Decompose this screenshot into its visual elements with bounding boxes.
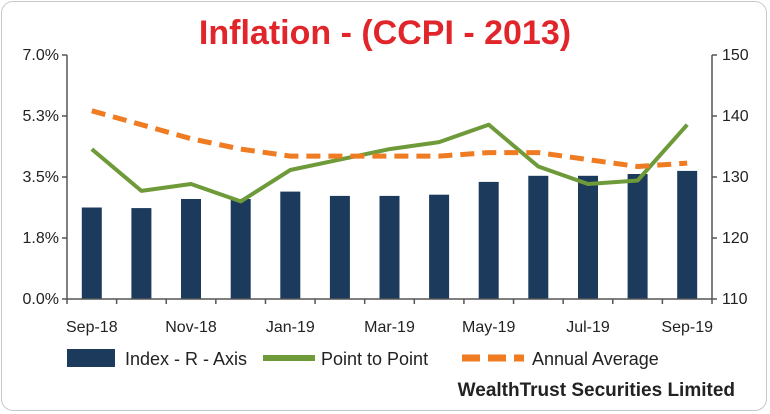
index-bar bbox=[478, 181, 499, 299]
index-bar bbox=[181, 199, 201, 299]
right-tick-label: 120 bbox=[722, 230, 749, 247]
index-bar bbox=[627, 174, 648, 299]
x-tick-label: Nov-18 bbox=[165, 319, 217, 336]
index-bar bbox=[677, 170, 698, 299]
left-tick-label: 0.0% bbox=[23, 291, 59, 308]
credit-text: WealthTrust Securities Limited bbox=[458, 380, 735, 401]
x-tick-label: Jan-19 bbox=[266, 319, 315, 336]
annual-average-line bbox=[91, 108, 688, 169]
index-bar bbox=[528, 175, 549, 299]
legend: Index - R - Axis Point to Point Annual Ave… bbox=[67, 349, 659, 369]
legend-label: Annual Average bbox=[532, 349, 659, 369]
right-tick-label: 110 bbox=[722, 291, 748, 308]
right-tick-label: 140 bbox=[722, 108, 749, 125]
index-bar bbox=[230, 199, 251, 299]
x-tick-label: Jul-19 bbox=[566, 319, 610, 336]
left-tick-label: 1.8% bbox=[23, 230, 59, 247]
left-tick-label: 3.5% bbox=[23, 169, 59, 186]
plot-area: 0.0% 1.8% 3.5% 5.3% 7.0% 110 120 130 140 150 Sep-1… bbox=[23, 47, 749, 336]
left-tick-label: 7.0% bbox=[23, 47, 59, 64]
index-bar bbox=[329, 195, 350, 299]
x-tick-label: Sep-19 bbox=[661, 319, 713, 336]
legend-label: Point to Point bbox=[321, 349, 428, 369]
index-bar bbox=[379, 195, 400, 299]
legend-swatch-index bbox=[67, 349, 115, 367]
index-bar bbox=[429, 194, 450, 299]
index-bar bbox=[131, 208, 152, 299]
x-tick-label: Mar-19 bbox=[364, 319, 415, 336]
index-bar bbox=[280, 191, 301, 299]
left-tick-label: 5.3% bbox=[23, 108, 59, 125]
index-bar bbox=[578, 175, 598, 299]
legend-label: Index - R - Axis bbox=[125, 349, 247, 369]
point-to-point-line bbox=[90, 122, 689, 204]
right-tick-label: 150 bbox=[722, 47, 749, 64]
right-tick-label: 130 bbox=[722, 169, 749, 186]
chart-title: Inflation - (CCPI - 2013) bbox=[199, 14, 571, 52]
x-tick-label: Sep-18 bbox=[66, 319, 118, 336]
x-tick-label: May-19 bbox=[462, 319, 515, 336]
index-bar bbox=[81, 207, 102, 299]
